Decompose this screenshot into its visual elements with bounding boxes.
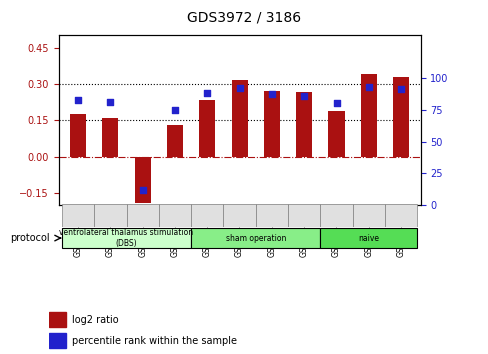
Text: percentile rank within the sample: percentile rank within the sample [72, 336, 236, 346]
Text: ventrolateral thalamus stimulation
(DBS): ventrolateral thalamus stimulation (DBS) [60, 228, 193, 248]
Bar [49, 333, 65, 348]
Bar [199, 100, 215, 157]
Bar [134, 157, 150, 203]
Point [267, 92, 275, 97]
Text: sham operation: sham operation [225, 234, 285, 242]
Bar [49, 312, 65, 327]
Bar [296, 92, 312, 157]
Point [74, 97, 82, 102]
FancyBboxPatch shape [159, 204, 191, 227]
Point [106, 99, 114, 105]
Bar [166, 125, 183, 157]
Point [235, 85, 243, 91]
FancyBboxPatch shape [223, 204, 255, 227]
Bar [264, 91, 280, 157]
FancyBboxPatch shape [191, 228, 320, 249]
FancyBboxPatch shape [94, 204, 126, 227]
FancyBboxPatch shape [191, 204, 223, 227]
Bar [70, 114, 86, 157]
FancyBboxPatch shape [352, 204, 384, 227]
Bar [392, 77, 408, 157]
FancyBboxPatch shape [287, 204, 320, 227]
Point [332, 101, 340, 106]
Text: log2 ratio: log2 ratio [72, 315, 118, 325]
Point [396, 86, 404, 92]
FancyBboxPatch shape [62, 204, 94, 227]
FancyBboxPatch shape [62, 228, 191, 249]
FancyBboxPatch shape [126, 204, 159, 227]
Text: GDS3972 / 3186: GDS3972 / 3186 [187, 11, 301, 25]
Bar [360, 74, 376, 157]
FancyBboxPatch shape [384, 204, 416, 227]
Bar [328, 111, 344, 157]
Point [171, 107, 179, 113]
Text: naive: naive [358, 234, 379, 242]
FancyBboxPatch shape [320, 228, 416, 249]
FancyBboxPatch shape [320, 204, 352, 227]
FancyBboxPatch shape [255, 204, 287, 227]
Point [139, 187, 146, 193]
Point [203, 90, 211, 96]
Point [364, 84, 372, 90]
Text: protocol: protocol [10, 233, 49, 243]
Point [300, 93, 307, 98]
Bar [102, 118, 118, 157]
Bar [231, 80, 247, 157]
